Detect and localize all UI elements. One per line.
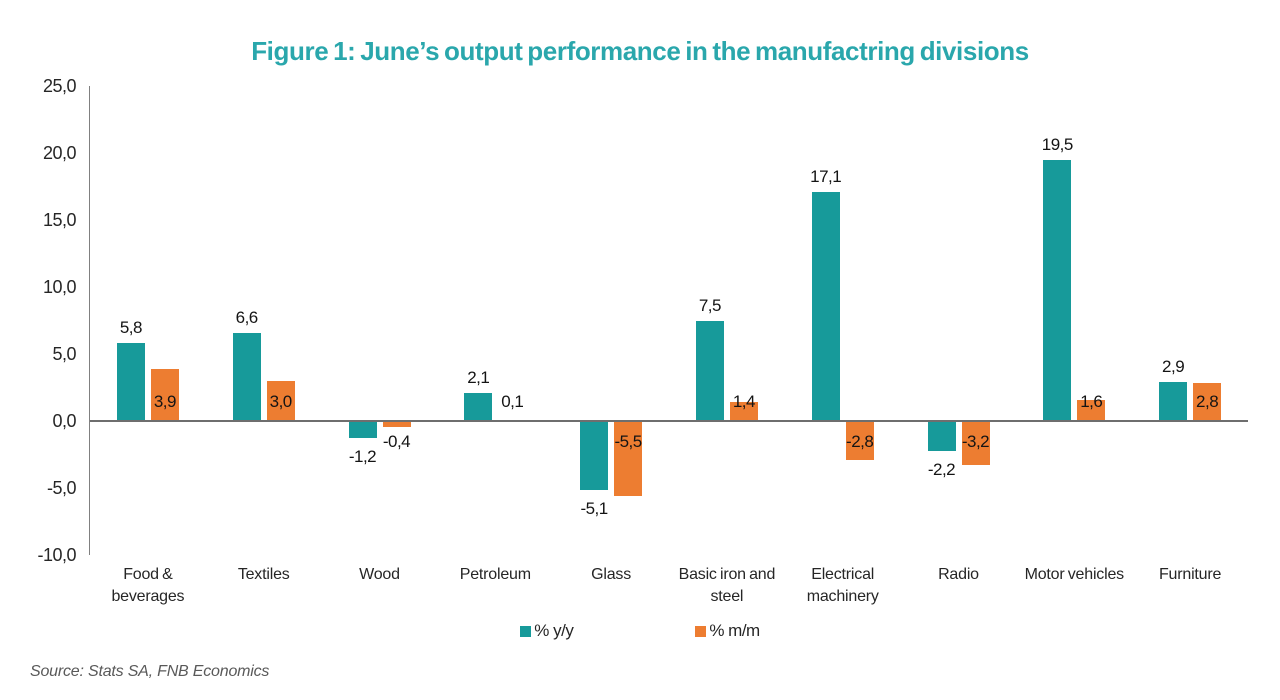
chart-legend: % y/y % m/m xyxy=(0,621,1280,641)
y-axis-line xyxy=(89,86,90,555)
x-axis-category-label: Glass xyxy=(591,566,632,583)
bar-yoy xyxy=(232,332,261,421)
bar-value-label: -5,5 xyxy=(614,432,642,451)
chart-title: Figure 1: June’s output performance in t… xyxy=(251,36,1029,66)
bar-value-label: -3,2 xyxy=(961,432,990,451)
bar-value-label: 1,4 xyxy=(732,392,756,411)
bar-value-label: 1,6 xyxy=(1080,392,1103,411)
bar-yoy xyxy=(811,191,840,421)
legend-label: % y/y xyxy=(534,621,574,640)
bar-yoy xyxy=(1043,159,1072,421)
y-tick-label: -5,0 xyxy=(46,478,77,498)
bar-mom xyxy=(150,368,179,421)
bar-yoy xyxy=(927,422,956,452)
zero-axis-line xyxy=(90,420,1248,422)
bar-yoy xyxy=(580,422,609,491)
source-note: Source: Stats SA, FNB Economics xyxy=(30,663,270,680)
x-axis-category-label: Furniture xyxy=(1158,566,1222,583)
x-axis-category-label: Radio xyxy=(938,566,979,583)
bar-value-label: -2,8 xyxy=(846,432,874,451)
y-tick-label: 5,0 xyxy=(52,344,76,364)
bar-yoy xyxy=(1159,382,1188,421)
bar-value-label: 3,9 xyxy=(153,392,177,411)
bar-mom xyxy=(845,422,874,460)
x-axis-category-label: Textiles xyxy=(237,566,290,583)
bar-value-label: -2,2 xyxy=(927,460,956,480)
bar-yoy xyxy=(464,392,493,421)
bar-value-label: -1,2 xyxy=(348,447,377,467)
bar-value-label: 3,0 xyxy=(269,392,293,411)
legend-swatch-icon xyxy=(695,625,707,637)
bar-value-label: -5,1 xyxy=(580,499,608,519)
legend-item: % m/m xyxy=(695,621,760,641)
bar-value-label: 7,5 xyxy=(698,295,722,315)
bar-value-label: 0,1 xyxy=(501,392,524,411)
bar-mom xyxy=(614,422,643,496)
bar-value-label: 19,5 xyxy=(1041,134,1074,154)
bar-value-label: 17,1 xyxy=(810,166,842,186)
bar-mom xyxy=(266,380,295,421)
legend-item: % y/y xyxy=(520,621,574,641)
legend-swatch-icon xyxy=(520,625,532,637)
x-axis-category-label: Electrical machinery xyxy=(806,566,879,605)
bar-mom xyxy=(1077,399,1106,421)
x-axis-category-label: Food & beverages xyxy=(111,566,185,605)
bar-value-label: 2,9 xyxy=(1162,357,1185,377)
bar-yoy xyxy=(116,343,145,421)
bar-mom xyxy=(382,422,411,428)
y-tick-label: 0,0 xyxy=(52,411,76,431)
y-tick-label: 15,0 xyxy=(42,210,77,230)
bar-value-label: -0,4 xyxy=(382,432,411,451)
bar-value-label: 2,1 xyxy=(467,367,490,387)
bar-mom xyxy=(729,402,758,421)
bar-yoy xyxy=(348,422,377,439)
legend-label: % m/m xyxy=(709,621,760,640)
bar-value-label: 5,8 xyxy=(119,318,143,338)
y-tick-label: 20,0 xyxy=(42,143,77,163)
bar-mom xyxy=(1193,383,1222,421)
y-tick-label: 10,0 xyxy=(42,277,77,297)
y-tick-label: 25,0 xyxy=(42,76,77,96)
x-axis-category-label: Basic iron and steel xyxy=(678,566,776,605)
x-axis-category-label: Petroleum xyxy=(459,566,531,583)
y-tick-label: -10,0 xyxy=(37,545,76,565)
bar-value-label: 2,8 xyxy=(1196,392,1219,411)
x-axis-category-label: Motor vehicles xyxy=(1024,566,1125,583)
bar-value-label: 6,6 xyxy=(235,307,259,327)
x-axis-category-label: Wood xyxy=(359,566,400,583)
bar-yoy xyxy=(695,320,724,421)
bar-mom xyxy=(961,422,990,465)
